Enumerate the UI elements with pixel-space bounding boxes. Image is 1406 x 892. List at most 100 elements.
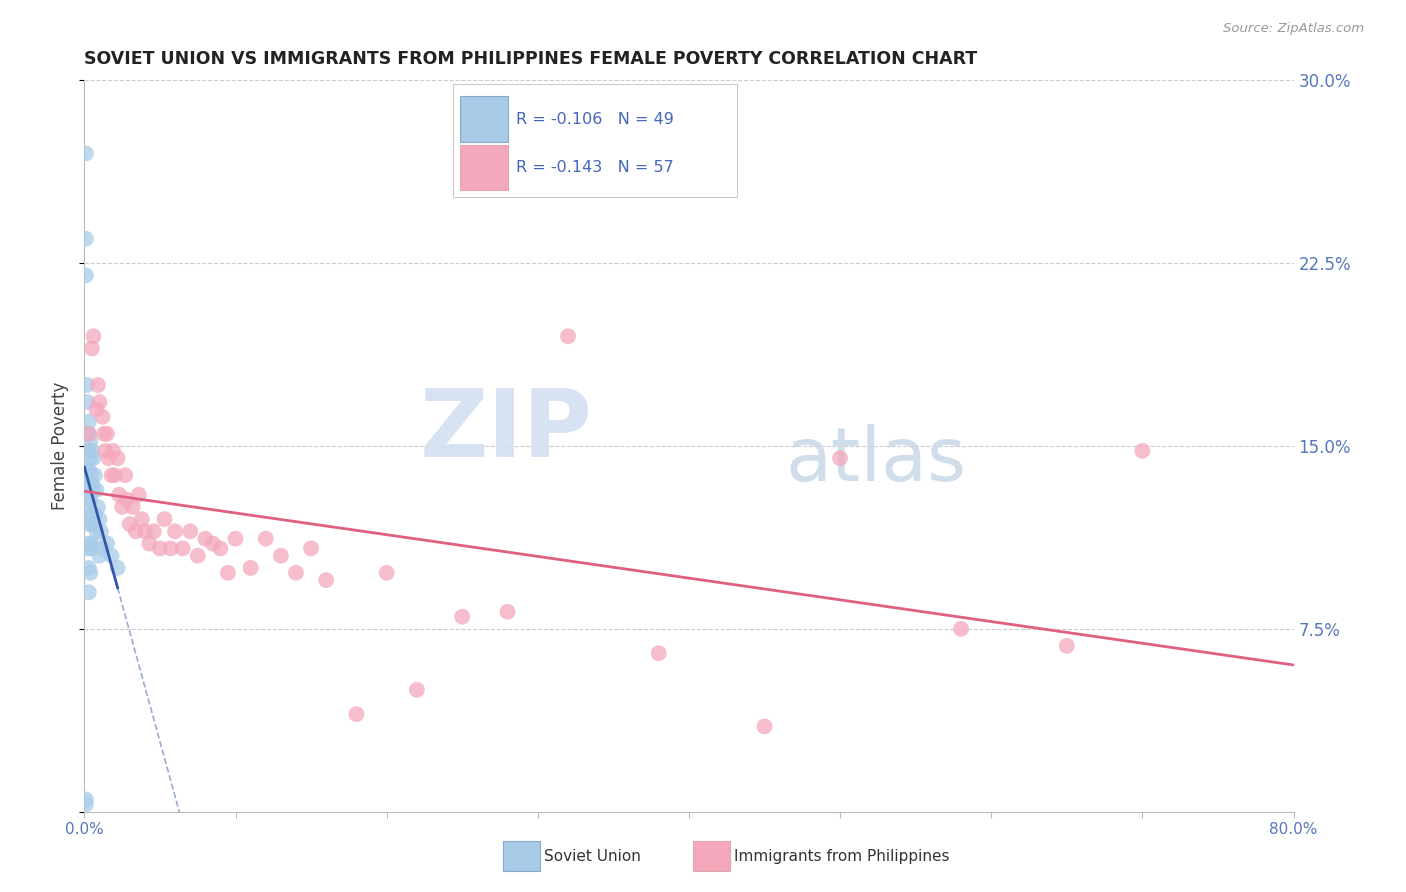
Point bbox=[86, 524, 108, 539]
Point bbox=[496, 605, 519, 619]
Point bbox=[80, 536, 103, 550]
Point bbox=[75, 797, 97, 812]
Point bbox=[75, 792, 97, 806]
FancyBboxPatch shape bbox=[460, 96, 508, 142]
Point bbox=[138, 536, 160, 550]
Point bbox=[108, 488, 131, 502]
Point bbox=[179, 524, 201, 539]
Point bbox=[89, 512, 111, 526]
Text: Source: ZipAtlas.com: Source: ZipAtlas.com bbox=[1223, 22, 1364, 36]
Point bbox=[76, 378, 98, 392]
Point bbox=[91, 541, 114, 556]
Point bbox=[75, 232, 97, 246]
Point bbox=[82, 329, 104, 343]
Point bbox=[299, 541, 322, 556]
Point bbox=[79, 566, 101, 580]
Point bbox=[346, 707, 368, 722]
Point bbox=[149, 541, 172, 556]
Point bbox=[77, 516, 100, 531]
Point bbox=[315, 573, 337, 587]
Point bbox=[201, 536, 224, 550]
Point bbox=[96, 536, 118, 550]
Point bbox=[76, 426, 98, 441]
Point bbox=[90, 524, 112, 539]
Point bbox=[115, 492, 138, 507]
Point bbox=[134, 524, 156, 539]
Point bbox=[77, 415, 100, 429]
Text: SOVIET UNION VS IMMIGRANTS FROM PHILIPPINES FEMALE POVERTY CORRELATION CHART: SOVIET UNION VS IMMIGRANTS FROM PHILIPPI… bbox=[84, 50, 977, 68]
Point bbox=[77, 426, 100, 441]
Point bbox=[89, 549, 111, 563]
Point bbox=[830, 451, 852, 466]
Point bbox=[76, 541, 98, 556]
Point bbox=[80, 475, 103, 490]
Point bbox=[194, 532, 217, 546]
Point bbox=[111, 500, 134, 514]
Point bbox=[79, 468, 101, 483]
Point bbox=[86, 483, 108, 497]
Point bbox=[77, 443, 100, 458]
Point bbox=[77, 492, 100, 507]
Point bbox=[87, 378, 110, 392]
Point bbox=[107, 451, 129, 466]
Point bbox=[172, 541, 194, 556]
Point bbox=[77, 426, 100, 441]
Point bbox=[406, 682, 429, 697]
Point bbox=[84, 508, 107, 522]
Text: Soviet Union: Soviet Union bbox=[544, 849, 641, 863]
Text: ZIP: ZIP bbox=[419, 385, 592, 477]
Point bbox=[87, 500, 110, 514]
Point bbox=[96, 426, 118, 441]
Point bbox=[76, 508, 98, 522]
Point bbox=[94, 443, 117, 458]
Point bbox=[79, 541, 101, 556]
Point bbox=[128, 488, 150, 502]
Point bbox=[93, 426, 115, 441]
Text: R = -0.143   N = 57: R = -0.143 N = 57 bbox=[516, 160, 673, 175]
Point bbox=[1056, 639, 1078, 653]
Point bbox=[82, 451, 104, 466]
Point bbox=[77, 585, 100, 599]
Point bbox=[82, 516, 104, 531]
Point bbox=[80, 342, 103, 356]
Point bbox=[285, 566, 308, 580]
Text: Immigrants from Philippines: Immigrants from Philippines bbox=[734, 849, 949, 863]
Point bbox=[107, 561, 129, 575]
Point bbox=[76, 443, 98, 458]
Point bbox=[104, 468, 127, 483]
Point bbox=[80, 443, 103, 458]
Point bbox=[86, 402, 108, 417]
Point bbox=[76, 395, 98, 409]
Point bbox=[754, 719, 776, 733]
Point bbox=[270, 549, 292, 563]
Point bbox=[80, 508, 103, 522]
Point bbox=[165, 524, 187, 539]
FancyBboxPatch shape bbox=[453, 84, 737, 197]
Point bbox=[121, 500, 143, 514]
Text: atlas: atlas bbox=[786, 424, 967, 497]
Point bbox=[77, 536, 100, 550]
Point bbox=[159, 541, 181, 556]
Point bbox=[950, 622, 973, 636]
Text: R = -0.106   N = 49: R = -0.106 N = 49 bbox=[516, 112, 673, 127]
Point bbox=[76, 463, 98, 477]
Point bbox=[75, 268, 97, 283]
Point bbox=[225, 532, 247, 546]
Point bbox=[79, 451, 101, 466]
Point bbox=[254, 532, 277, 546]
Point bbox=[118, 516, 141, 531]
Point bbox=[375, 566, 398, 580]
Point bbox=[77, 463, 100, 477]
Point bbox=[97, 451, 120, 466]
Point bbox=[142, 524, 165, 539]
Point bbox=[76, 483, 98, 497]
Point bbox=[79, 516, 101, 531]
Point bbox=[187, 549, 209, 563]
Point bbox=[153, 512, 176, 526]
Point bbox=[101, 443, 124, 458]
Point bbox=[100, 549, 122, 563]
Point bbox=[217, 566, 239, 580]
Point bbox=[79, 492, 101, 507]
Point bbox=[77, 475, 100, 490]
Point bbox=[91, 409, 114, 424]
